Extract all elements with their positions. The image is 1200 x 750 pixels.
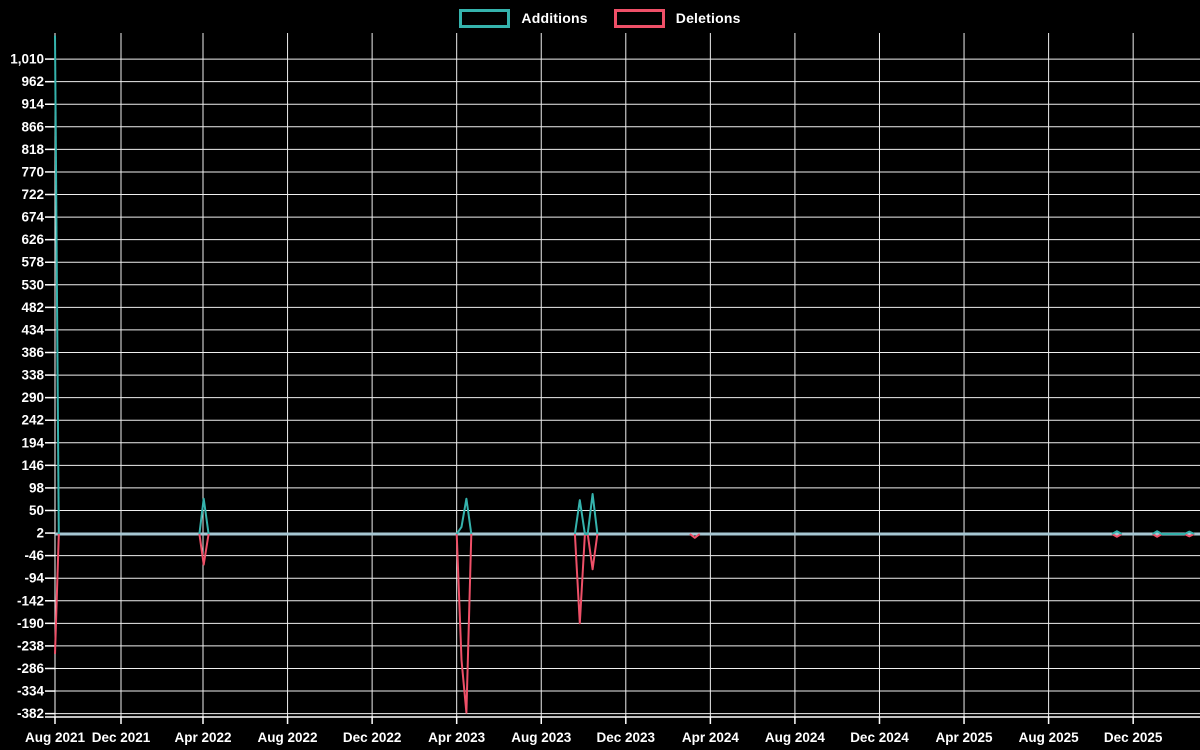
deletions-swatch-icon <box>613 8 665 28</box>
x-tick-label: Aug 2021 <box>25 730 86 745</box>
y-tick-label: 482 <box>21 300 44 315</box>
y-tick-label: 2 <box>36 526 44 541</box>
chart-legend: Additions Deletions <box>0 6 1200 30</box>
y-tick-label: -142 <box>17 593 44 608</box>
y-tick-label: 722 <box>21 187 44 202</box>
y-tick-label: 770 <box>21 164 44 179</box>
series-additions-line <box>1111 530 1123 535</box>
additions-swatch-icon <box>459 8 511 28</box>
series-deletions-line <box>54 533 60 654</box>
x-tick-label: Dec 2021 <box>92 730 151 745</box>
series-deletions-line <box>1111 533 1123 538</box>
x-tick-label: Apr 2025 <box>936 730 994 745</box>
y-tick-label: -382 <box>17 706 44 721</box>
series-additions-line <box>573 493 599 535</box>
x-tick-label: Aug 2022 <box>258 730 318 745</box>
y-tick-label: 338 <box>21 368 44 383</box>
series-additions-line <box>1152 530 1195 535</box>
y-tick-label: -190 <box>17 616 44 631</box>
x-tick-label: Apr 2024 <box>682 730 740 745</box>
y-tick-label: -334 <box>17 684 45 699</box>
y-tick-label: 914 <box>21 97 44 112</box>
y-tick-label: 818 <box>21 142 44 157</box>
legend-label-deletions: Deletions <box>675 10 741 26</box>
y-tick-label: 962 <box>21 74 44 89</box>
series-deletions-line <box>455 533 473 714</box>
x-tick-label: Apr 2022 <box>174 730 231 745</box>
y-tick-label: -94 <box>24 571 44 586</box>
y-tick-label: -46 <box>24 548 44 563</box>
series-deletions-line <box>198 533 210 566</box>
y-tick-label: -286 <box>17 661 45 676</box>
legend-item-deletions[interactable]: Deletions <box>613 8 741 28</box>
legend-label-additions: Additions <box>521 10 588 26</box>
y-tick-label: 674 <box>21 210 44 225</box>
y-tick-label: 626 <box>21 232 44 247</box>
y-tick-label: 146 <box>21 458 44 473</box>
series-deletions-line <box>689 533 701 539</box>
y-tick-label: 290 <box>21 390 44 405</box>
x-tick-label: Dec 2025 <box>1104 730 1163 745</box>
y-tick-label: 578 <box>21 255 44 270</box>
x-tick-label: Aug 2023 <box>511 730 572 745</box>
x-tick-label: Aug 2024 <box>765 730 826 745</box>
x-tick-label: Dec 2024 <box>850 730 909 745</box>
y-tick-label: 530 <box>21 277 44 292</box>
series-additions-line <box>54 35 60 535</box>
x-tick-label: Apr 2023 <box>428 730 486 745</box>
series-additions-line <box>455 497 473 535</box>
x-tick-label: Dec 2023 <box>597 730 656 745</box>
y-tick-label: 50 <box>29 503 44 518</box>
y-tick-label: 1,010 <box>10 52 44 67</box>
y-tick-label: 434 <box>21 322 44 337</box>
y-tick-label: 98 <box>29 480 45 495</box>
series-additions-line <box>198 497 210 535</box>
x-tick-label: Dec 2022 <box>343 730 402 745</box>
legend-item-additions[interactable]: Additions <box>459 8 588 28</box>
y-tick-label: 866 <box>21 119 44 134</box>
y-tick-label: -238 <box>17 638 45 653</box>
y-tick-label: 242 <box>21 413 44 428</box>
x-tick-label: Aug 2025 <box>1019 730 1080 745</box>
y-tick-label: 386 <box>21 345 44 360</box>
y-tick-label: 194 <box>21 435 44 450</box>
